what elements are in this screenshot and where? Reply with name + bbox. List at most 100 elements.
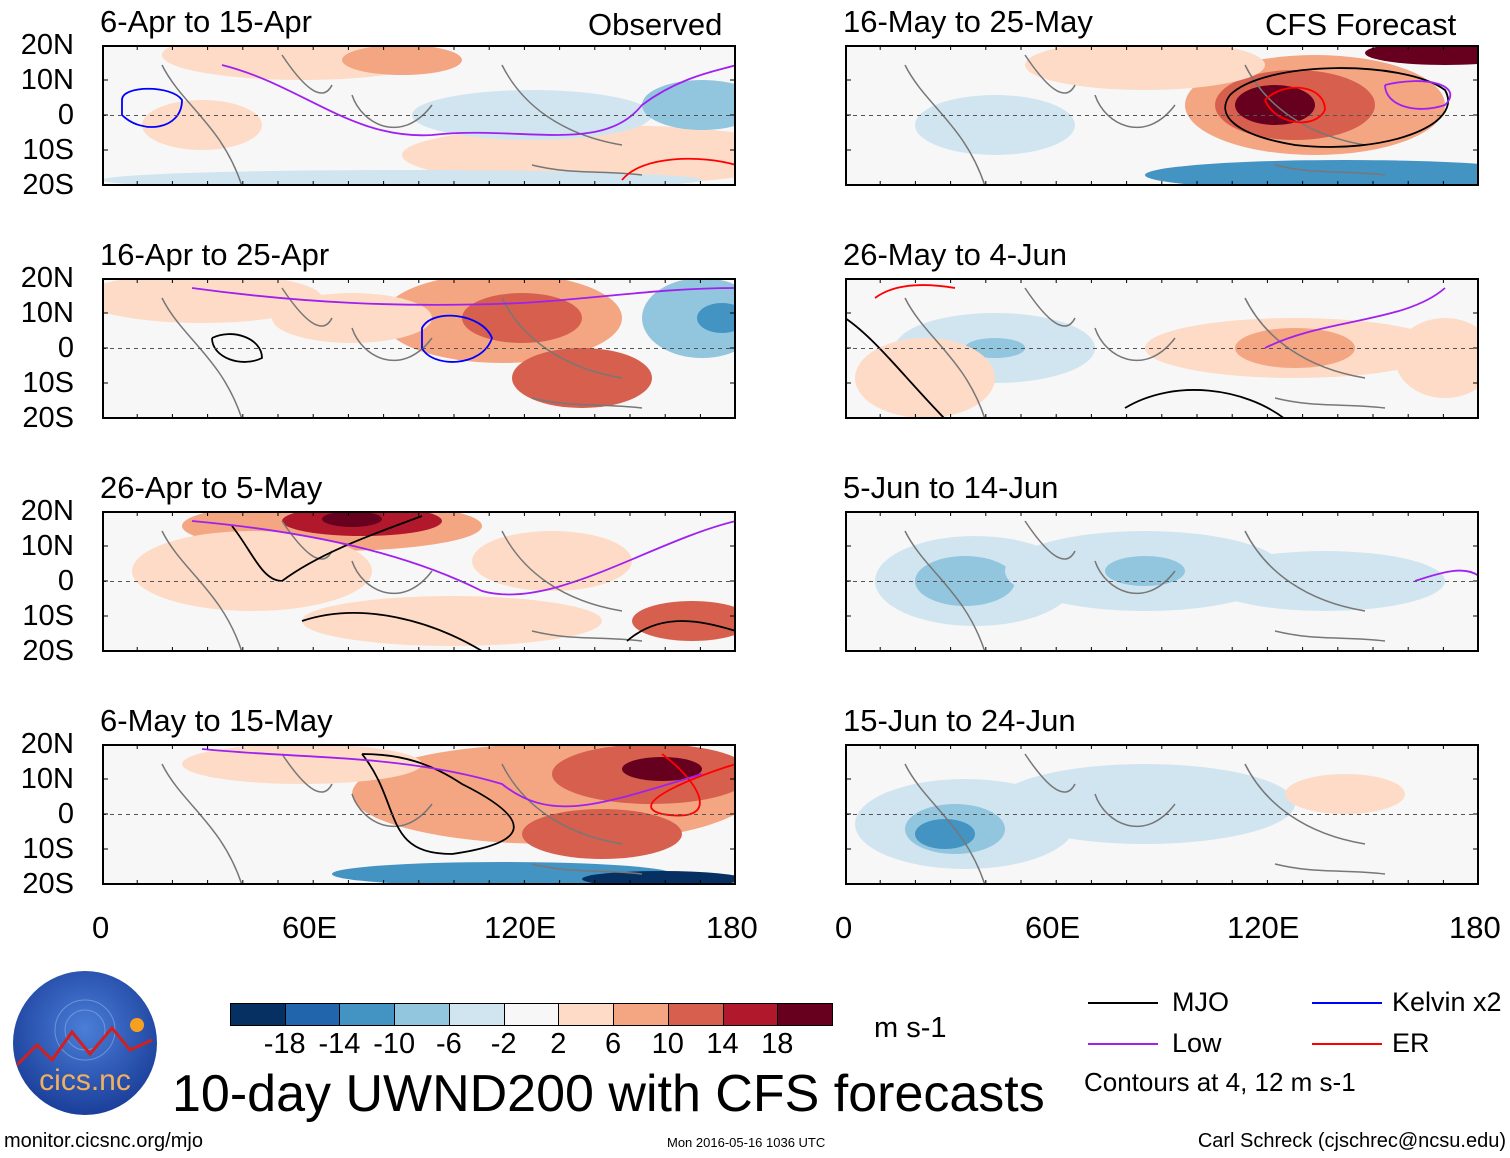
wind-anomaly-shading: [915, 95, 1075, 155]
contour-line: [1264, 86, 1326, 124]
wind-anomaly-shading: [342, 45, 462, 75]
wind-anomaly-shading: [322, 511, 382, 527]
contour-line: [201, 748, 703, 808]
lat-label: 20N: [20, 728, 74, 760]
lat-label: 0: [57, 332, 74, 364]
contour-line: [211, 333, 263, 363]
map-panel: [845, 45, 1479, 186]
map-panel: [102, 45, 736, 186]
colorbar-swatch: [503, 1003, 560, 1026]
wind-anomaly-shading: [272, 293, 432, 343]
observed-label: Observed: [588, 7, 723, 42]
lon-label: 60E: [1025, 910, 1081, 945]
contour-line: [845, 317, 946, 419]
wind-anomaly-shading: [402, 125, 736, 185]
lat-label: 10S: [22, 134, 74, 166]
panel-title: 26-Apr to 5-May: [100, 470, 323, 505]
legend-kelvin-line: [1312, 1002, 1382, 1004]
colorbar-swatch: [394, 1003, 450, 1026]
lon-label: 180: [706, 910, 758, 945]
colorbar-swatch: [284, 1003, 341, 1026]
colorbar-swatch: [777, 1003, 833, 1026]
wind-anomaly-shading: [522, 809, 682, 859]
panel-title: 26-May to 4-Jun: [843, 237, 1067, 272]
colorbar-label: -6: [436, 1028, 462, 1060]
lat-label: 20N: [20, 495, 74, 527]
colorbar-swatch: [613, 1003, 669, 1026]
lon-label: 120E: [1227, 910, 1300, 945]
panel-title: 6-Apr to 15-Apr: [100, 4, 312, 39]
wind-anomaly-shading: [642, 80, 736, 130]
footer-credit: Carl Schreck (cjschrec@ncsu.edu): [1197, 1130, 1506, 1152]
contour-line: [231, 515, 423, 582]
wind-anomaly-shading: [512, 348, 652, 408]
contour-line: [361, 753, 515, 855]
coastline: [161, 54, 643, 186]
contours-note: Contours at 4, 12 m s-1: [1084, 1067, 1356, 1097]
coastline: [904, 287, 1386, 419]
cics-logo: cics.nc: [13, 971, 157, 1115]
lat-label: 10S: [22, 367, 74, 399]
colorbar-swatch: [667, 1003, 724, 1026]
colorbar-swatch: [558, 1003, 615, 1026]
contour-line: [1414, 569, 1479, 582]
contour-line: [301, 612, 483, 652]
contour-line: [121, 87, 183, 128]
legend-mjo: MJO: [1172, 987, 1229, 1017]
wind-anomaly-shading: [995, 764, 1295, 844]
wind-anomaly-shading: [697, 303, 736, 333]
colorbar-label: 2: [550, 1028, 567, 1060]
legend-er: ER: [1392, 1028, 1430, 1058]
panel-title: 15-Jun to 24-Jun: [843, 703, 1076, 738]
wind-anomaly-shading: [582, 871, 736, 885]
legend-mjo-line: [1088, 1002, 1158, 1004]
coastline: [904, 54, 1386, 186]
lat-label: 0: [57, 99, 74, 131]
legend-low-line: [1088, 1043, 1158, 1045]
figure-title: 10-day UWND200 with CFS forecasts: [172, 1065, 1045, 1123]
contour-line: [621, 157, 736, 181]
forecast-label: CFS Forecast: [1265, 7, 1457, 42]
colorbar-swatch: [722, 1003, 779, 1026]
coastline: [161, 753, 643, 885]
lat-label: 10S: [22, 833, 74, 865]
lat-label: 0: [57, 565, 74, 597]
coastline: [904, 753, 1386, 885]
map-panel: [845, 278, 1479, 419]
footer-timestamp: Mon 2016-05-16 1036 UTC: [667, 1135, 826, 1150]
wind-anomaly-shading: [1365, 45, 1479, 65]
panel-title: 6-May to 15-May: [100, 703, 333, 738]
lat-label: 10S: [22, 600, 74, 632]
colorbar-label: -10: [373, 1028, 416, 1060]
lat-label: 20S: [22, 169, 74, 201]
map-panel: [845, 744, 1479, 885]
lat-label: 20S: [22, 868, 74, 900]
colorbar-swatch: [339, 1003, 396, 1026]
colorbar-swatch: [230, 1003, 286, 1026]
wind-anomaly-shading: [855, 338, 995, 418]
legend-er-line: [1312, 1043, 1382, 1045]
lat-label: 10N: [20, 763, 74, 795]
contour-line: [421, 314, 493, 363]
wind-anomaly-shading: [1395, 318, 1479, 398]
lat-label: 20S: [22, 402, 74, 434]
lat-label: 20S: [22, 635, 74, 667]
lon-label: 120E: [484, 910, 557, 945]
colorbar-label: 14: [706, 1028, 739, 1060]
coastline: [904, 520, 1386, 652]
coastline: [161, 520, 643, 652]
lat-label: 20N: [20, 262, 74, 294]
wind-anomaly-shading: [302, 596, 602, 646]
wind-anomaly-shading: [965, 338, 1025, 358]
lon-label: 180: [1449, 910, 1501, 945]
footer-url[interactable]: monitor.cicsnc.org/mjo: [4, 1130, 203, 1152]
lat-label: 10N: [20, 64, 74, 96]
map-panel: [102, 511, 736, 652]
contour-line: [626, 620, 736, 642]
logo-text: cics.nc: [39, 1064, 131, 1097]
contour-line: [1124, 389, 1286, 419]
lat-label: 10N: [20, 297, 74, 329]
lon-label: 0: [835, 910, 853, 945]
coastline: [161, 287, 643, 419]
